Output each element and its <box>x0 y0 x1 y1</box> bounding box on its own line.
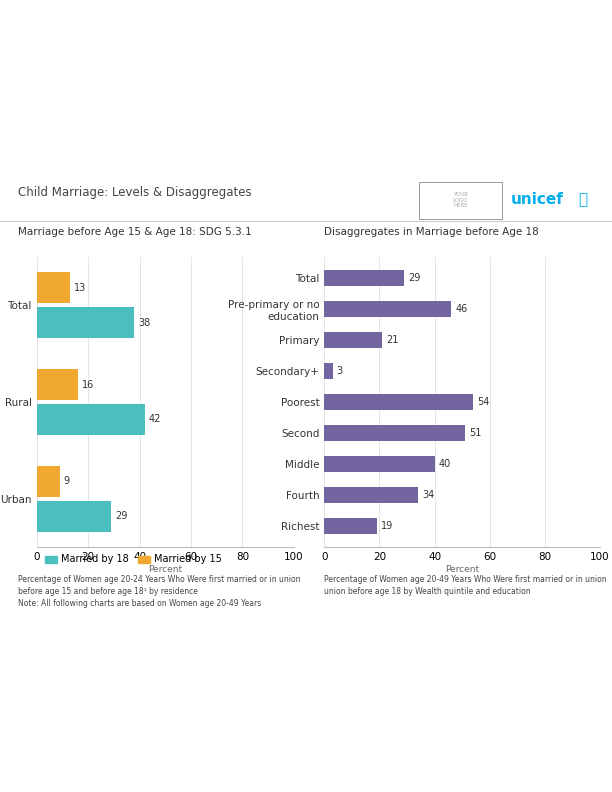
Bar <box>410 90 431 105</box>
Text: 42: 42 <box>149 414 161 425</box>
Text: Child Marriage: Child Marriage <box>18 149 166 166</box>
Text: 29: 29 <box>408 273 420 283</box>
Text: •: • <box>21 733 28 743</box>
Text: MICS: MICS <box>448 67 551 101</box>
Text: 51: 51 <box>469 428 481 438</box>
Bar <box>477 68 499 105</box>
Bar <box>324 487 418 503</box>
Bar <box>511 56 532 105</box>
Text: Ⓞ: Ⓞ <box>578 192 588 207</box>
Bar <box>37 404 144 435</box>
Bar <box>37 501 111 531</box>
Text: 34: 34 <box>422 490 435 500</box>
Text: Lorem ipsum dolor sit amet, consectetuer
adipiscing elit,: Lorem ipsum dolor sit amet, consectetuer… <box>35 667 225 687</box>
Text: 38: 38 <box>138 318 151 328</box>
Text: YOUR
LOGO
HERE: YOUR LOGO HERE <box>453 192 468 208</box>
Text: unicef: unicef <box>511 192 564 207</box>
Bar <box>324 456 435 472</box>
Text: 46: 46 <box>455 304 468 314</box>
Bar <box>324 518 377 534</box>
Text: •: • <box>21 691 28 701</box>
Text: Multiple Indicator
Cluster Surveys: Multiple Indicator Cluster Surveys <box>490 118 594 148</box>
Bar <box>324 394 473 409</box>
Bar <box>37 369 78 400</box>
FancyBboxPatch shape <box>419 182 502 219</box>
Bar <box>324 301 451 317</box>
Text: 21: 21 <box>386 335 398 345</box>
Text: Percentage of Women age 20-24 Years Who Were first married or in union
before ag: Percentage of Women age 20-24 Years Who … <box>18 575 301 608</box>
X-axis label: Percent: Percent <box>445 565 479 573</box>
Text: •: • <box>21 667 28 677</box>
Text: Lorem ipsum dolor sit amet, consectetuer
adipiscing elit, sed diam nonummy nibh
: Lorem ipsum dolor sit amet, consectetuer… <box>334 700 528 744</box>
Text: 40: 40 <box>439 459 451 469</box>
Bar <box>324 332 382 348</box>
Bar <box>37 272 70 303</box>
Text: 54: 54 <box>477 397 490 407</box>
Text: 19: 19 <box>381 521 393 531</box>
Text: 29: 29 <box>115 511 127 521</box>
Text: Key Messages: Key Messages <box>18 643 161 661</box>
Bar <box>324 270 404 286</box>
Text: 3: 3 <box>337 366 343 376</box>
Text: •: • <box>318 700 324 710</box>
Text: Percentage of Women age 20-49 Years Who Were first married or in union
union bef: Percentage of Women age 20-49 Years Who … <box>324 575 607 596</box>
Text: Marriage before Age 15 & Age 18: SDG 5.3.1: Marriage before Age 15 & Age 18: SDG 5.3… <box>18 227 252 238</box>
Text: Ut wisi enim ad minim veniam, quis nostrud
exercitation ullamcorper suscipit: Ut wisi enim ad minim veniam, quis nostr… <box>35 733 236 753</box>
Bar <box>37 466 60 497</box>
Bar <box>444 81 465 105</box>
Text: Lorem ipsum dolor sit amet, consectetuer
adipiscing elit, sed diam nonummy nibh
: Lorem ipsum dolor sit amet, consectetuer… <box>35 691 230 734</box>
Text: 16: 16 <box>82 379 94 390</box>
Bar <box>324 425 465 441</box>
Text: 9: 9 <box>64 476 70 486</box>
Bar <box>324 364 333 379</box>
Text: Disaggregates in Marriage before Age 18: Disaggregates in Marriage before Age 18 <box>324 227 539 238</box>
Bar <box>37 307 135 338</box>
Text: 13: 13 <box>74 283 86 293</box>
Text: laboris nisl ut aliquip ex ea commodo
consequat. Duis autem vel eum iriure dolor: laboris nisl ut aliquip ex ea commodo co… <box>334 667 531 699</box>
Text: Country
year(s): Country year(s) <box>18 57 149 116</box>
Text: •: • <box>318 667 324 677</box>
Text: Child Marriage: Levels & Disaggregates: Child Marriage: Levels & Disaggregates <box>18 186 252 200</box>
X-axis label: Percent: Percent <box>148 565 182 573</box>
Legend: Married by 18, Married by 15: Married by 18, Married by 15 <box>42 550 226 569</box>
